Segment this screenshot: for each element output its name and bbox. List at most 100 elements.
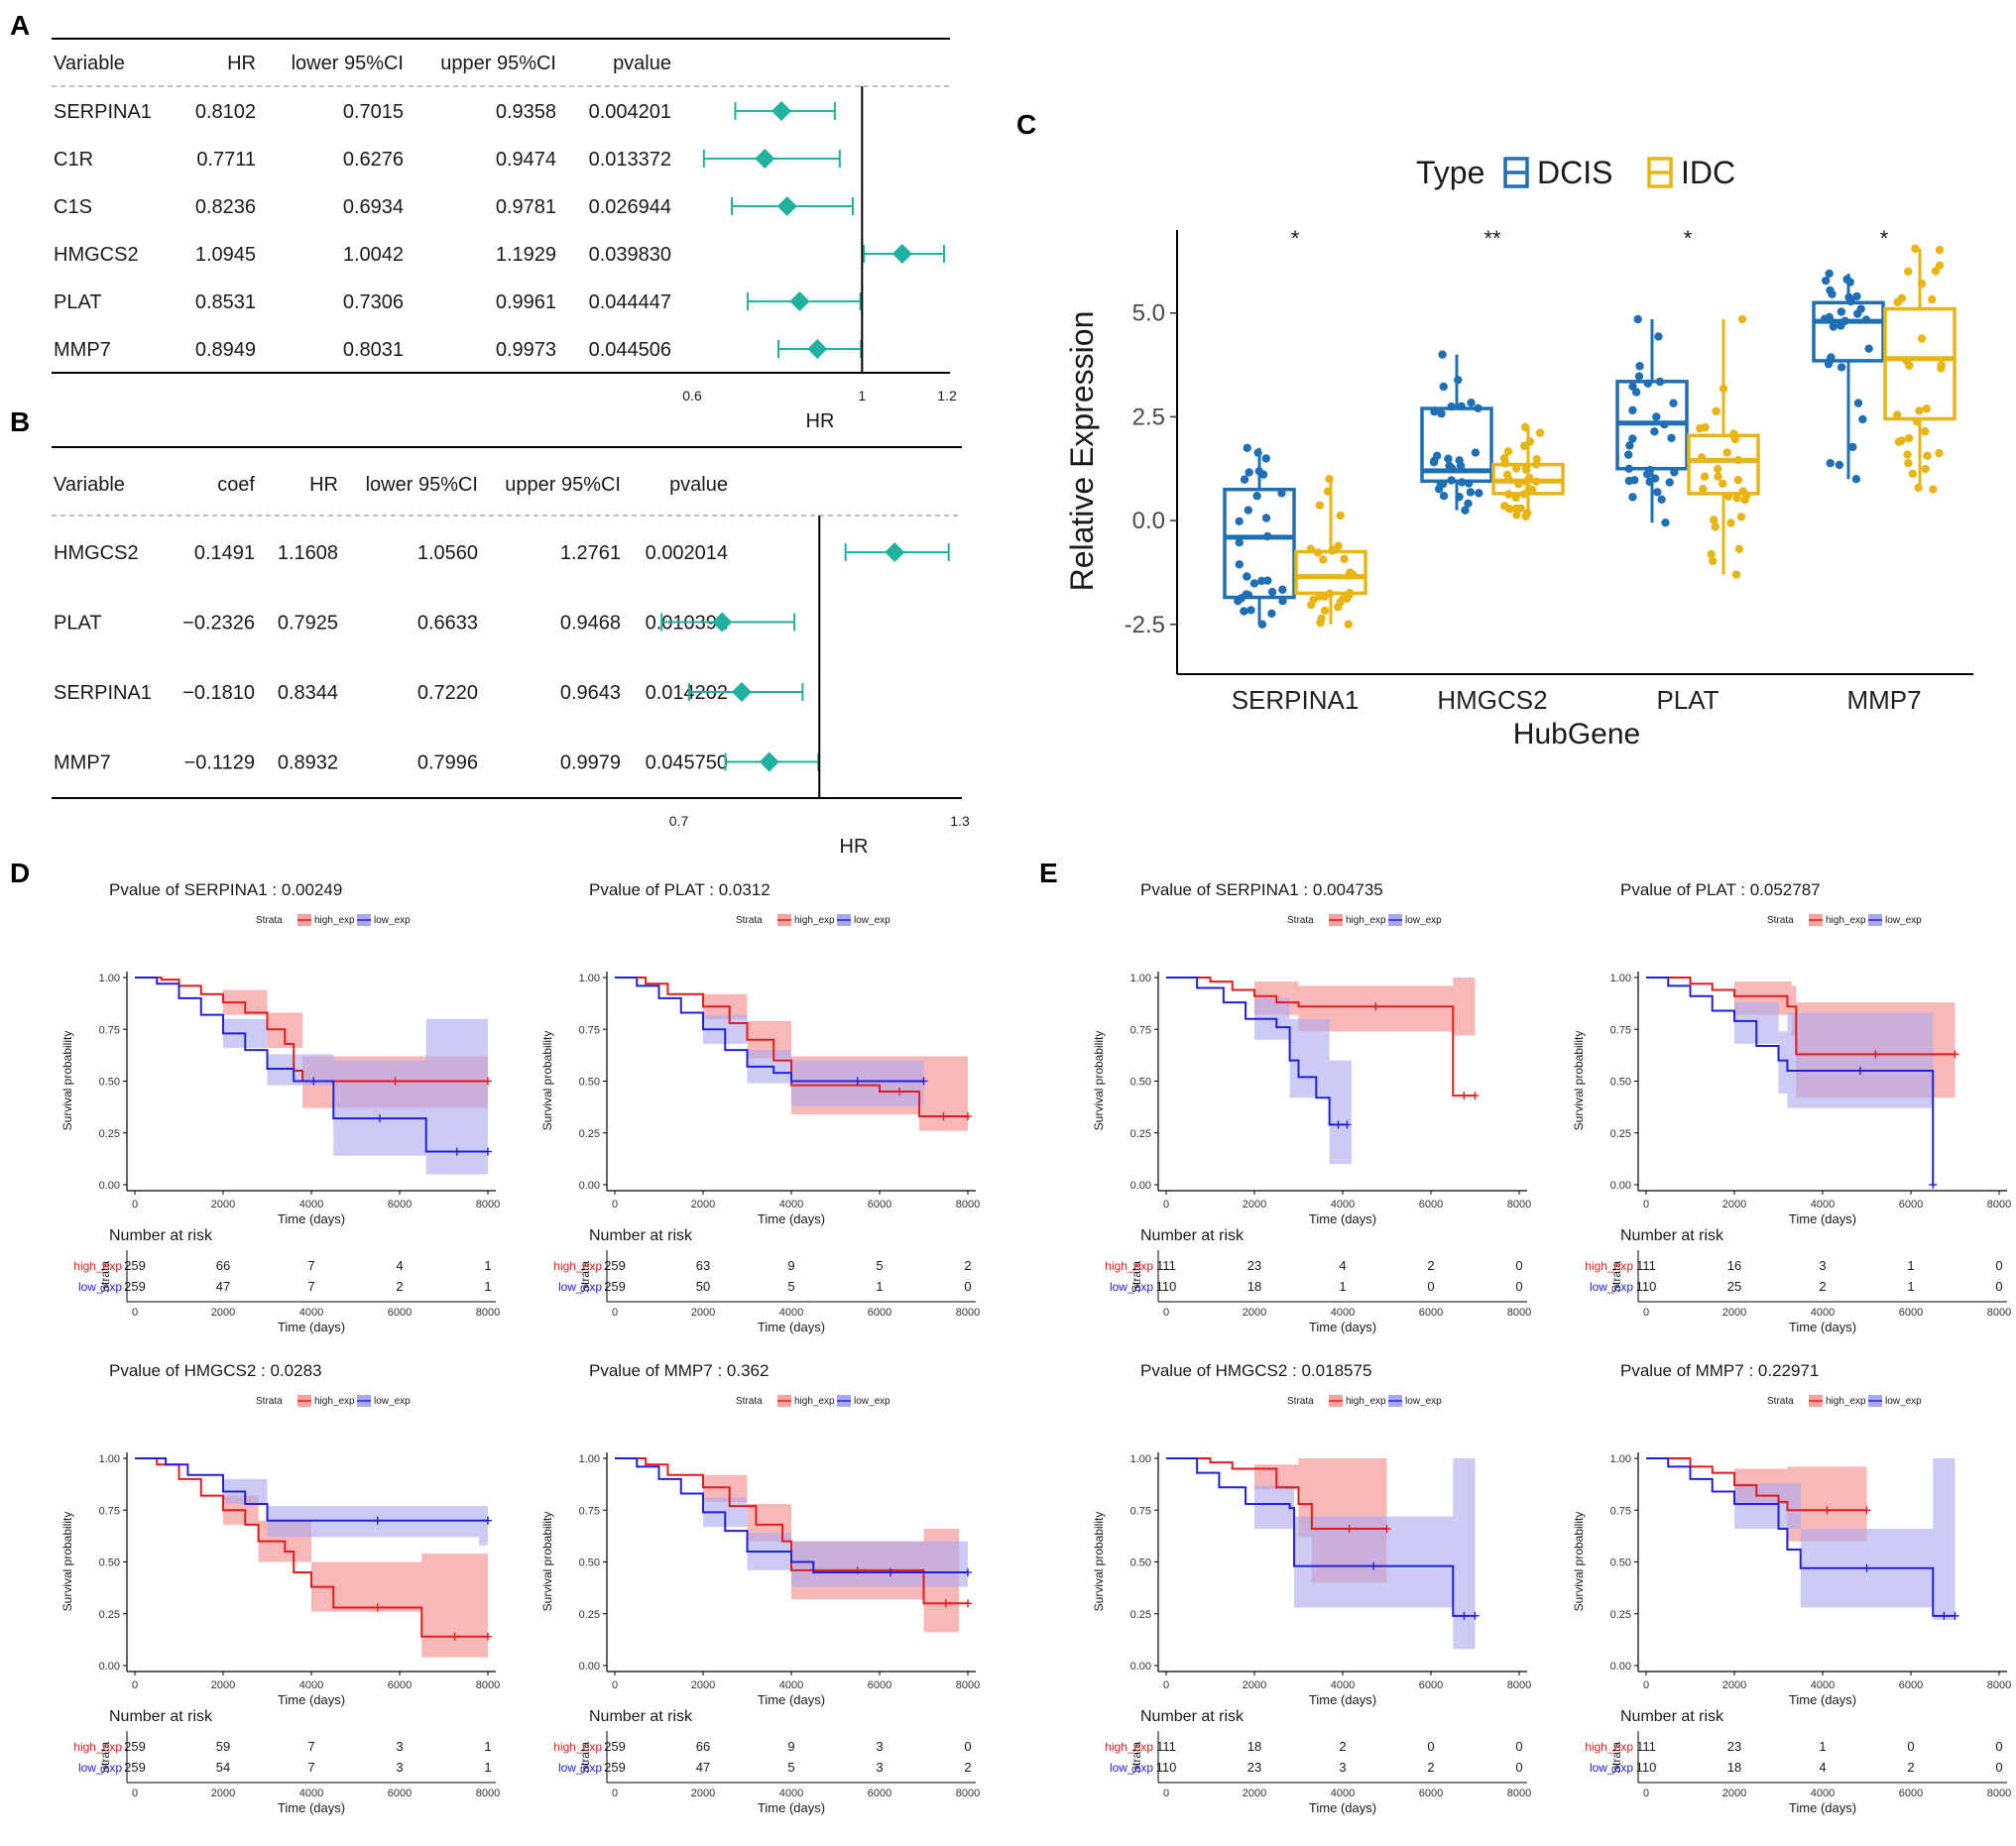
box-jitter-point (1464, 479, 1474, 488)
km-y-axis-title: Survival probability (1092, 1512, 1106, 1612)
box-jitter-point (1935, 245, 1945, 255)
km-y-tick-label: 0.50 (99, 1077, 120, 1089)
box-jitter-point (1722, 448, 1731, 457)
forest-cell-value: 0.9643 (560, 682, 621, 704)
km-risk-count-low: 110 (1636, 1760, 1657, 1775)
km-risk-count-high: 63 (696, 1258, 710, 1273)
forest-cell-value: 0.004201 (589, 101, 671, 123)
km-legend-high: high_exp (1346, 915, 1386, 926)
box-jitter-point (1897, 436, 1906, 445)
box-jitter-point (1628, 493, 1637, 502)
km-y-tick-label: 0.75 (579, 1505, 600, 1517)
forest-cell-value: 1.0042 (343, 244, 404, 266)
box-jitter-point (1252, 492, 1261, 501)
forest-cell-value: 0.002014 (646, 542, 728, 564)
km-risk-x-tick-label: 0 (132, 1788, 138, 1799)
box-jitter-point (1700, 472, 1710, 481)
box-jitter-point (1914, 483, 1923, 493)
box-jitter-point (1903, 450, 1912, 459)
panel-letter-d: D (10, 858, 31, 888)
km-y-tick-label: 0.25 (579, 1128, 600, 1140)
km-risk-count-high: 0 (1995, 1258, 2002, 1273)
km-x-tick-label: 4000 (779, 1679, 803, 1691)
km-risk-x-tick-label: 8000 (476, 1307, 500, 1319)
km-legend-label: Strata (256, 915, 283, 926)
box-jitter-point (1278, 597, 1287, 606)
forest-cell-value: 0.9961 (496, 291, 556, 313)
km-risk-x-tick-label: 2000 (691, 1307, 715, 1319)
km-risk-table: Number at riskStratahigh_explow_exp25925… (553, 1708, 980, 1815)
km-risk-count-high: 18 (1247, 1739, 1261, 1754)
km-risk-row-label-low: low_exp (1590, 1280, 1633, 1294)
km-ci-band-low (615, 978, 924, 1123)
km-y-axis-title: Survival probability (1572, 1512, 1586, 1612)
forest-hr-point (885, 542, 905, 562)
km-risk-row-label-high: high_exp (553, 1259, 602, 1273)
km-risk-row-label-high: high_exp (73, 1740, 122, 1754)
km-risk-count-low: 18 (1727, 1760, 1741, 1775)
panel-letter-c: C (1016, 109, 1037, 140)
box-jitter-point (1864, 344, 1873, 353)
box-jitter-point (1726, 519, 1735, 527)
km-y-tick-label: 0.00 (579, 1180, 600, 1192)
km-risk-x-tick-label: 8000 (1987, 1307, 2011, 1319)
km-risk-count-low: 2 (1427, 1760, 1434, 1775)
km-risk-count-high: 23 (1247, 1258, 1261, 1273)
box-jitter-point (1845, 278, 1854, 287)
km-risk-x-axis-title: Time (days) (758, 1320, 825, 1334)
km-y-axis-title: Survival probability (1572, 1031, 1586, 1131)
km-risk-table: Number at riskStratahigh_explow_exp25925… (553, 1227, 980, 1334)
km-x-tick-label: 0 (1163, 1679, 1169, 1691)
km-risk-x-axis-title: Time (days) (758, 1800, 825, 1815)
km-curve-low (135, 977, 488, 1153)
km-x-tick-label: 8000 (956, 1199, 980, 1211)
km-risk-count-high: 66 (696, 1739, 710, 1754)
box-jitter-point (1733, 475, 1743, 485)
box-jitter-point (1731, 570, 1741, 579)
km-risk-count-low: 23 (1247, 1760, 1261, 1775)
box-jitter-point (1244, 591, 1253, 600)
significance-marker: * (1684, 226, 1693, 251)
forest-variable-label: SERPINA1 (54, 101, 152, 123)
km-y-tick-label: 0.00 (99, 1661, 120, 1673)
km-risk-count-low: 2 (1907, 1760, 1914, 1775)
km-risk-y-axis-title: Strata (578, 1742, 592, 1774)
km-risk-title: Number at risk (109, 1227, 213, 1244)
forest-tick-label: 0.6 (682, 388, 702, 404)
box-jitter-point (1893, 410, 1902, 419)
km-curve-high (1646, 977, 1956, 1056)
forest-cell-value: 0.044447 (589, 291, 671, 313)
km-y-tick-label: 1.00 (579, 1453, 600, 1465)
km-risk-title: Number at risk (1620, 1227, 1724, 1244)
km-risk-x-tick-label: 8000 (1507, 1788, 1531, 1799)
km-legend-high: high_exp (314, 915, 355, 926)
box-jitter-point (1852, 309, 1862, 318)
box-jitter-point (1471, 448, 1481, 457)
boxplot-y-axis-title: Relative Expression (1064, 311, 1100, 592)
km-risk-x-tick-label: 0 (1643, 1788, 1649, 1799)
km-risk-table: Number at riskStratahigh_explow_exp11111… (1105, 1227, 1531, 1334)
km-risk-count-low: 7 (307, 1279, 314, 1294)
box-jitter-point (1535, 428, 1545, 437)
forest-hr-point (789, 291, 810, 311)
km-risk-count-low: 259 (124, 1279, 146, 1294)
significance-marker: * (1291, 226, 1300, 251)
km-y-tick-label: 0.75 (99, 1024, 120, 1036)
km-y-tick-label: 0.50 (1130, 1077, 1151, 1089)
box-jitter-point (1325, 475, 1334, 484)
km-risk-x-axis-title: Time (days) (278, 1320, 345, 1334)
forest-cell-value: 0.045750 (646, 752, 728, 774)
forest-tick-label: 1.2 (937, 388, 957, 404)
km-title: Pvalue of HMGCS2 : 0.0283 (109, 1361, 322, 1380)
box-jitter-point (1915, 406, 1924, 415)
forest-cell-value: 0.9979 (560, 752, 621, 774)
km-y-tick-label: 0.00 (1130, 1180, 1151, 1192)
forest-axis-label: HR (840, 836, 869, 858)
km-y-tick-label: 0.25 (1610, 1128, 1631, 1140)
km-risk-count-high: 1 (484, 1739, 491, 1754)
box-jitter-point (1623, 450, 1633, 459)
box-jitter-point (1853, 399, 1863, 407)
km-risk-count-high: 0 (1515, 1739, 1522, 1754)
box-jitter-point (1244, 506, 1253, 515)
